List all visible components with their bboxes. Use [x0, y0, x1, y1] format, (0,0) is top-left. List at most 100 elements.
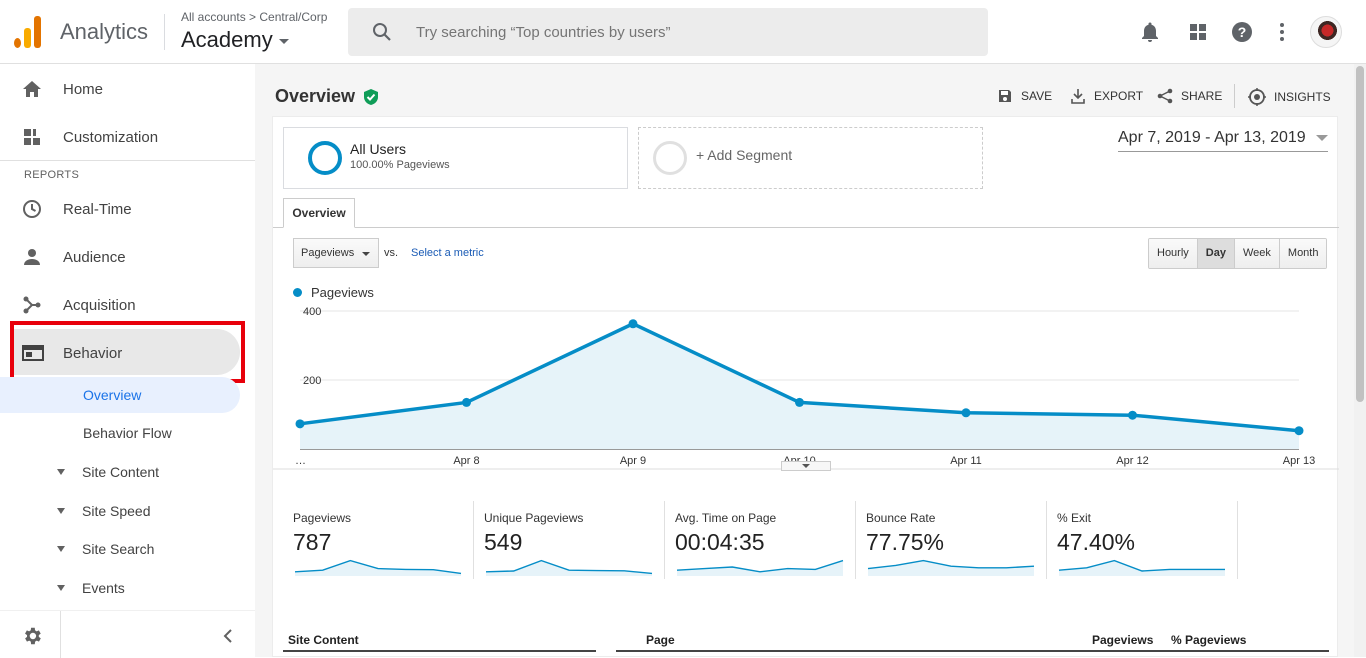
- data-point: [795, 397, 804, 407]
- scrollbar[interactable]: [1354, 64, 1366, 657]
- data-point: [1294, 426, 1304, 436]
- add-segment-button[interactable]: + Add Segment: [638, 127, 983, 189]
- stat-card[interactable]: Avg. Time on Page 00:04:35: [655, 501, 856, 587]
- divider: [164, 14, 165, 50]
- sparkline-line: [1058, 559, 1225, 572]
- sidebar-item-acquisition[interactable]: Acquisition: [0, 283, 255, 327]
- stat-card[interactable]: Bounce Rate 77.75%: [846, 501, 1047, 587]
- save-button[interactable]: SAVE: [997, 88, 1052, 104]
- granularity-week[interactable]: Week: [1234, 239, 1280, 268]
- sparkline-line: [294, 559, 462, 575]
- sidebar-item-realtime[interactable]: Real-Time: [0, 187, 255, 231]
- stat-card[interactable]: Unique Pageviews 549: [464, 501, 665, 587]
- bell-icon[interactable]: [1138, 20, 1162, 44]
- apps-grid-icon[interactable]: [1186, 20, 1210, 44]
- stat-label: Avg. Time on Page: [675, 511, 777, 525]
- date-range-selector[interactable]: Apr 7, 2019 - Apr 13, 2019: [1118, 129, 1328, 152]
- segment-all-users[interactable]: All Users 100.00% Pageviews: [283, 127, 628, 189]
- granularity-toggle: Hourly Day Week Month: [1148, 238, 1328, 269]
- more-vert-icon[interactable]: [1270, 20, 1294, 44]
- sidebar-item-audience[interactable]: Audience: [0, 235, 255, 279]
- vs-label: vs.: [384, 247, 399, 259]
- data-point: [961, 408, 971, 418]
- home-icon: [23, 81, 41, 97]
- segment-circle-icon: [308, 141, 342, 175]
- search-input[interactable]: [416, 20, 956, 44]
- stat-card[interactable]: Pageviews 787: [273, 501, 474, 587]
- stat-label: % Exit: [1057, 511, 1092, 525]
- insights-button[interactable]: INSIGHTS: [1248, 88, 1331, 106]
- chevron-down-icon: [1315, 135, 1328, 141]
- sidebar-group-site-content[interactable]: Site Content: [82, 464, 160, 480]
- sidebar-item-home[interactable]: Home: [0, 67, 255, 111]
- select-metric-link[interactable]: Select a metric: [411, 247, 484, 259]
- table-header-page[interactable]: Page: [646, 633, 675, 647]
- granularity-day[interactable]: Day: [1197, 239, 1235, 268]
- gear-icon[interactable]: [21, 625, 43, 647]
- sidebar-group-events[interactable]: Events: [82, 580, 125, 596]
- sidebar-item-label: Real-Time: [63, 200, 132, 218]
- stat-value: 77.75%: [866, 529, 945, 555]
- action-label: EXPORT: [1094, 89, 1144, 103]
- account-selector[interactable]: Academy: [181, 27, 289, 53]
- action-label: SHARE: [1181, 89, 1223, 103]
- stat-label: Unique Pageviews: [484, 511, 584, 525]
- sparkline-area: [677, 560, 843, 576]
- sidebar-item-behavior[interactable]: Behavior: [0, 331, 255, 375]
- account-name: Academy: [181, 27, 273, 52]
- add-segment-label: + Add Segment: [696, 147, 793, 163]
- sparkline: [485, 559, 653, 576]
- top-bar: Analytics All accounts > Central/Corp Ac…: [0, 0, 1366, 64]
- stat-label: Bounce Rate: [866, 511, 936, 525]
- divider: [473, 501, 474, 579]
- sidebar-subitem-overview[interactable]: Overview: [83, 387, 142, 403]
- search-bar[interactable]: [348, 8, 988, 56]
- segment-name: All Users: [350, 141, 407, 157]
- sidebar-item-label: Customization: [63, 128, 159, 146]
- stat-label: Pageviews: [293, 511, 352, 525]
- sidebar-item-customization[interactable]: Customization: [0, 115, 255, 159]
- collapse-sidebar-icon[interactable]: [222, 629, 234, 643]
- sparkline-line: [676, 559, 844, 573]
- avatar[interactable]: [1310, 16, 1342, 48]
- tab-overview[interactable]: Overview: [283, 198, 355, 228]
- sidebar-group-site-speed[interactable]: Site Speed: [82, 503, 151, 519]
- sidebar-item-label: Audience: [63, 248, 126, 266]
- active-item-highlight: [10, 329, 240, 375]
- share-button[interactable]: SHARE: [1157, 88, 1222, 104]
- sidebar-group-site-search[interactable]: Site Search: [82, 541, 155, 557]
- account-breadcrumb[interactable]: All accounts > Central/Corp: [181, 10, 328, 24]
- x-tick-label: Apr 12: [1116, 455, 1148, 467]
- metric-value: Pageviews: [301, 247, 355, 259]
- granularity-month[interactable]: Month: [1279, 239, 1327, 268]
- table-header-pageviews[interactable]: Pageviews: [1092, 633, 1154, 647]
- stat-card[interactable]: % Exit 47.40%: [1037, 501, 1238, 587]
- svg-text:?: ?: [1238, 24, 1247, 40]
- export-icon: [1071, 89, 1085, 104]
- insights-icon: [1248, 88, 1266, 106]
- divider: [60, 611, 61, 658]
- sparkline-area: [295, 560, 461, 576]
- sidebar-subitem-behavior-flow[interactable]: Behavior Flow: [83, 425, 172, 441]
- metric-selector[interactable]: Pageviews: [293, 238, 379, 268]
- action-label: SAVE: [1021, 89, 1053, 103]
- stat-value: 47.40%: [1057, 529, 1136, 555]
- chart-area-fill: [300, 323, 1299, 449]
- analytics-logo[interactable]: [14, 16, 42, 48]
- help-icon[interactable]: ?: [1230, 20, 1254, 44]
- stat-value: 00:04:35: [675, 529, 765, 555]
- table-header-pct-pageviews[interactable]: % Pageviews: [1171, 633, 1247, 647]
- y-tick-label: 400: [303, 306, 321, 318]
- dashboard-icon: [24, 129, 40, 145]
- sparkline: [867, 559, 1035, 576]
- sidebar-item-label: Behavior: [63, 344, 123, 362]
- expand-triangle-icon: [57, 546, 65, 552]
- date-range-value: Apr 7, 2019 - Apr 13, 2019: [1118, 129, 1306, 146]
- reports-section-label: REPORTS: [24, 169, 80, 181]
- scrollbar-thumb[interactable]: [1356, 66, 1364, 402]
- clock-icon: [23, 200, 41, 218]
- export-button[interactable]: EXPORT: [1070, 88, 1143, 104]
- collapse-chart-button[interactable]: [781, 461, 831, 471]
- granularity-hourly[interactable]: Hourly: [1149, 239, 1198, 268]
